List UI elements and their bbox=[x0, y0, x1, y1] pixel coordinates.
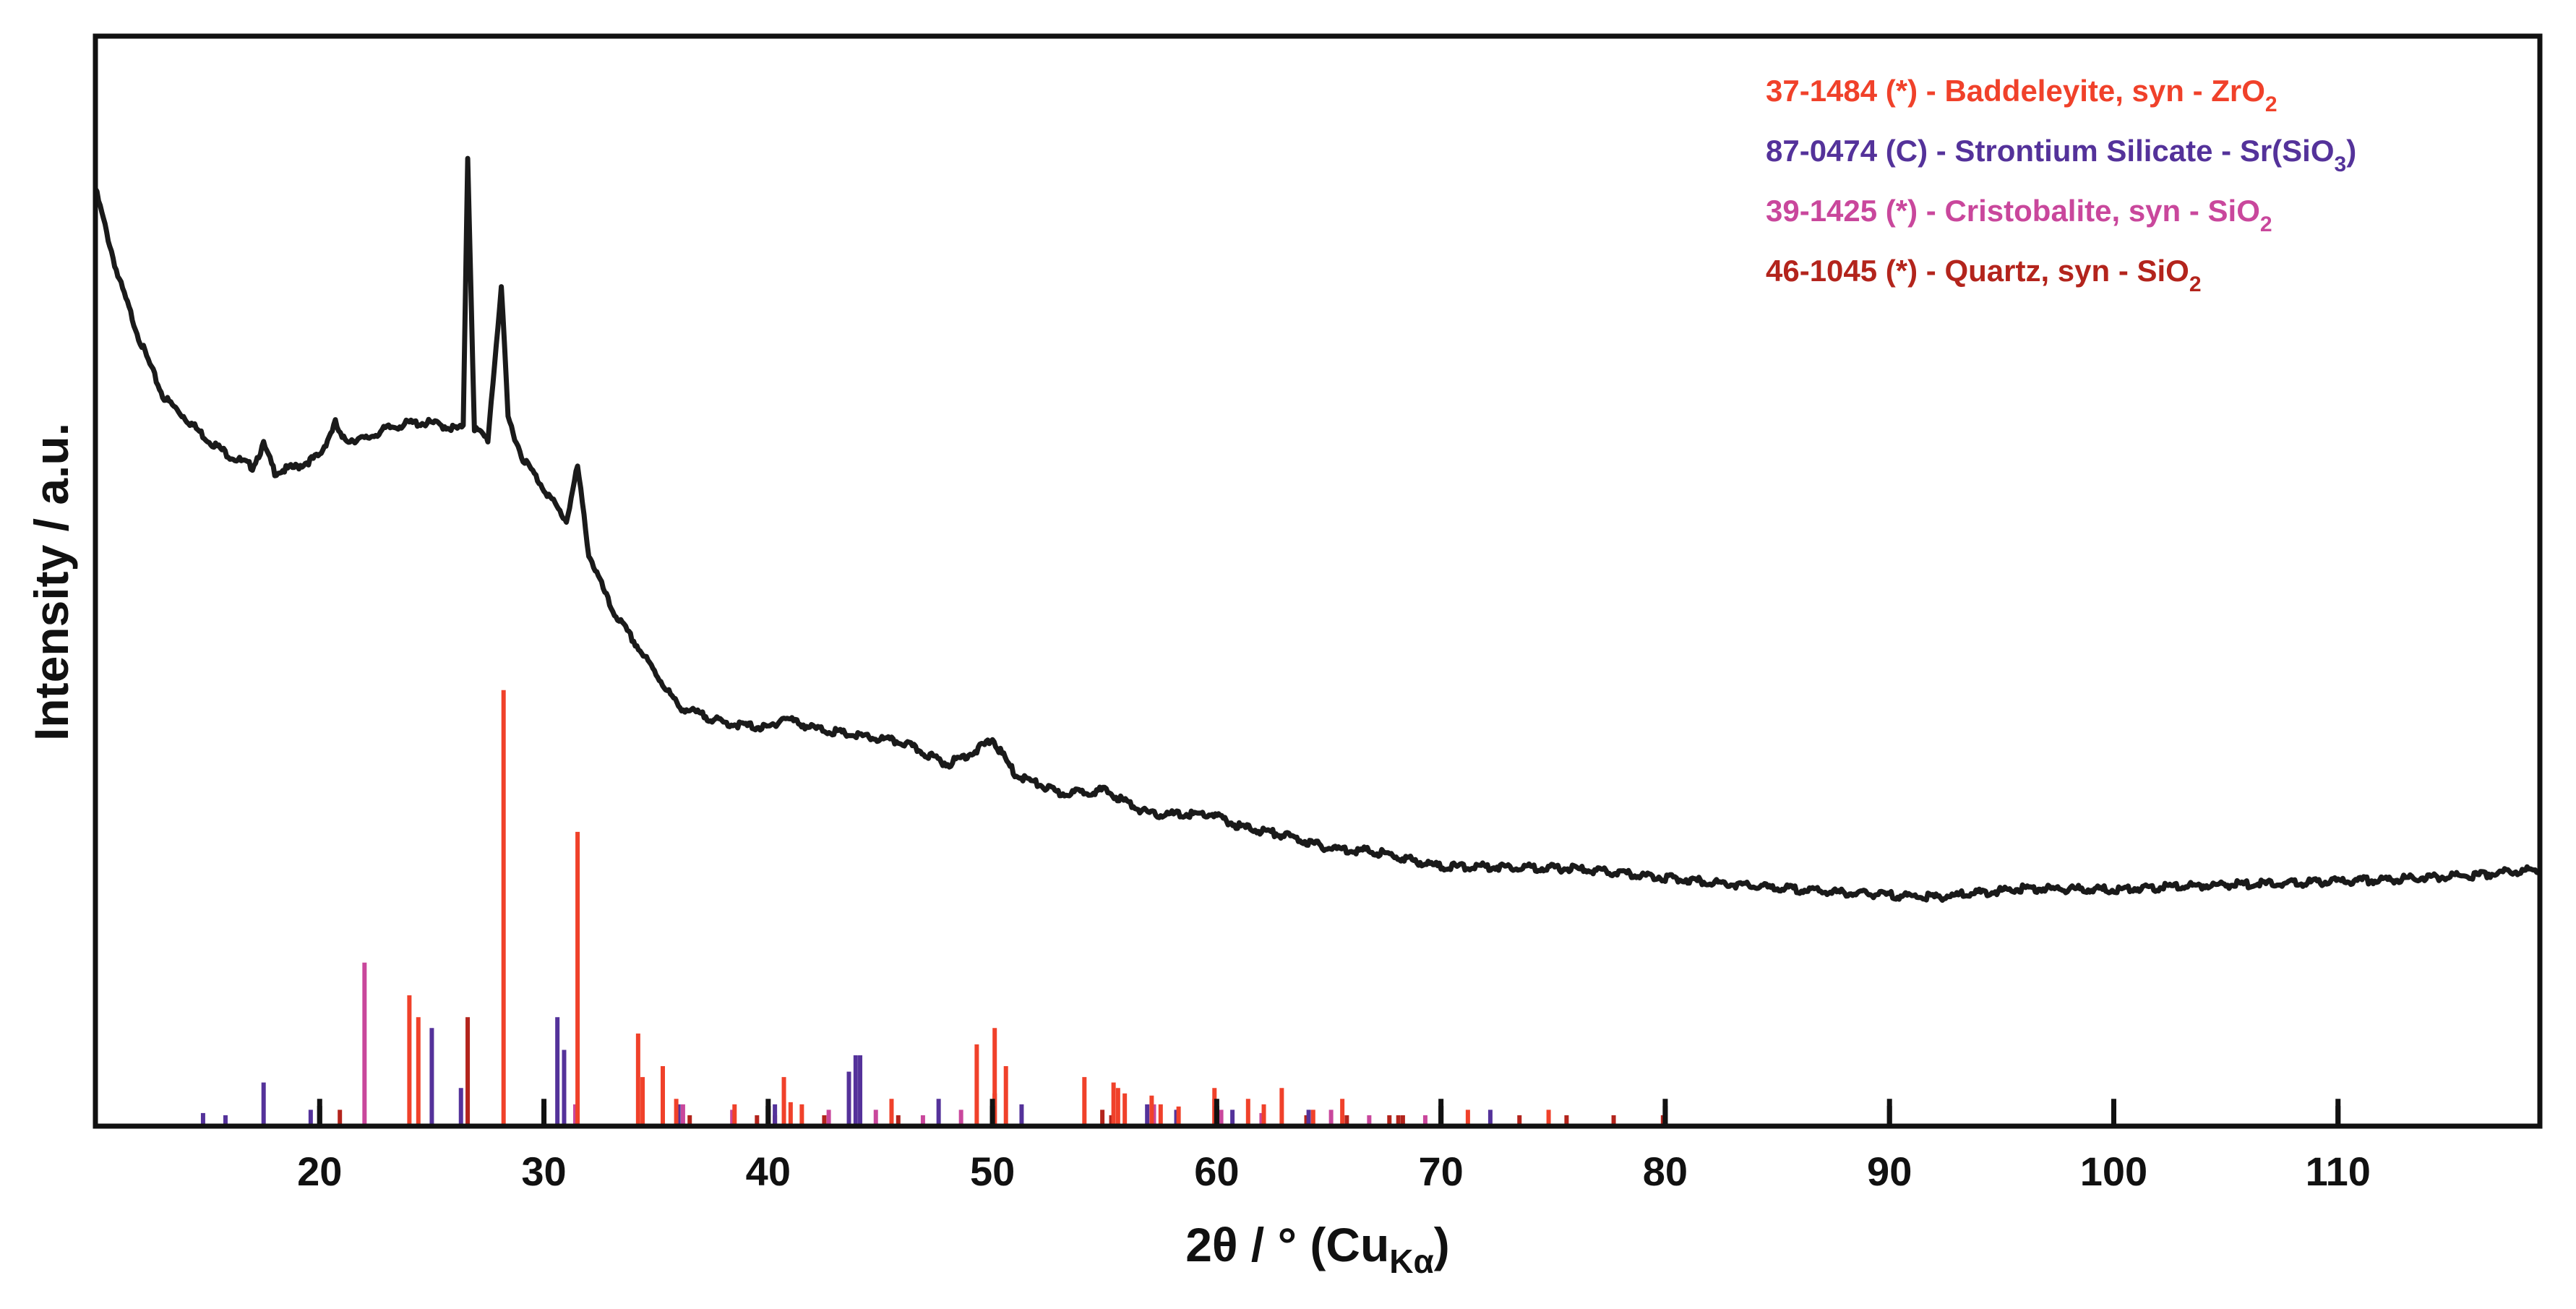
reference-pattern-layer bbox=[200, 690, 1665, 1126]
x-tick-label: 30 bbox=[521, 1149, 566, 1194]
x-tick-label: 80 bbox=[1643, 1149, 1688, 1194]
x-tick-label: 110 bbox=[2306, 1149, 2371, 1194]
y-axis-title: Intensity / a.u. bbox=[25, 423, 78, 741]
x-tick-label: 40 bbox=[746, 1149, 791, 1194]
legend: 37-1484 (*) - Baddeleyite, syn - ZrO2 87-… bbox=[1766, 74, 2356, 296]
x-tick-label: 90 bbox=[1867, 1149, 1912, 1194]
black-marker-layer bbox=[317, 1099, 2341, 1126]
x-tick-label: 100 bbox=[2080, 1149, 2147, 1194]
baddeleyite-legend-entry: 37-1484 (*) - Baddeleyite, syn - ZrO2 bbox=[1766, 74, 2277, 116]
strontium_silicate-legend-entry: 87-0474 (C) - Strontium Silicate - Sr(Si… bbox=[1766, 134, 2356, 176]
x-axis-ticks bbox=[317, 1106, 2341, 1126]
x-tick-label: 50 bbox=[970, 1149, 1015, 1194]
x-tick-label: 70 bbox=[1419, 1149, 1464, 1194]
plot-frame bbox=[93, 33, 2543, 1129]
x-axis-tick-labels: 20 30 40 50 60 70 80 90 100 110 bbox=[297, 1149, 2371, 1194]
cristobalite-legend-entry: 39-1425 (*) - Cristobalite, syn - SiO2 bbox=[1766, 194, 2272, 236]
x-tick-label: 60 bbox=[1194, 1149, 1239, 1194]
quartz-legend-entry: 46-1045 (*) - Quartz, syn - SiO2 bbox=[1766, 254, 2202, 296]
x-axis-title: 2θ / ° (CuKα) bbox=[1185, 1218, 1450, 1280]
x-tick-label: 20 bbox=[297, 1149, 342, 1194]
diffraction-pattern-line bbox=[93, 155, 2543, 903]
x-axis-title-subscript: Kα bbox=[1389, 1243, 1434, 1280]
